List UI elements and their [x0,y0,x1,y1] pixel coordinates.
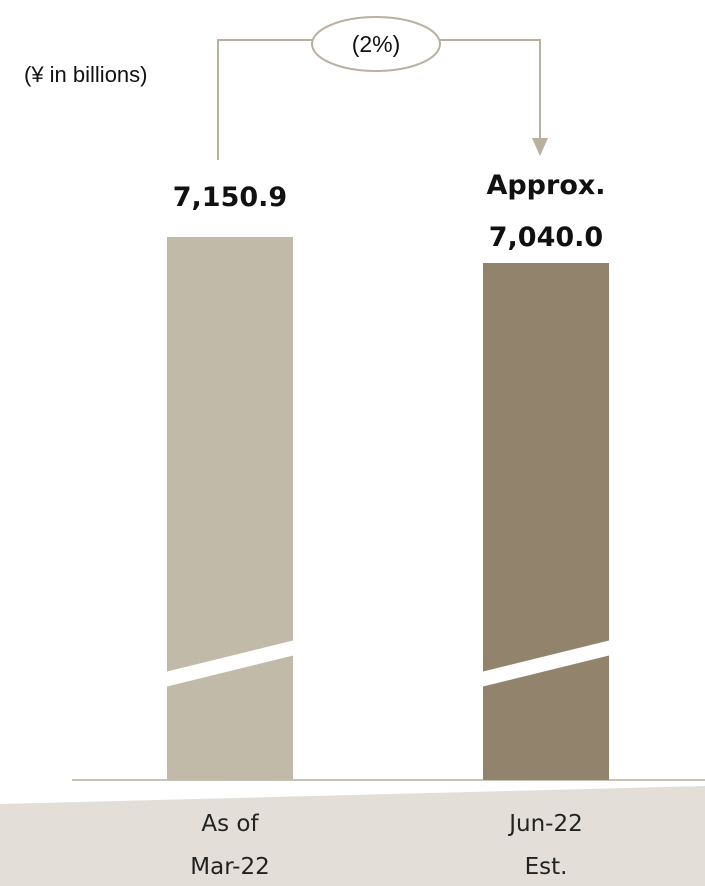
category-label-mar-22-line1: As of [201,811,259,837]
category-label-jun-22-line1: Jun-22 [507,811,583,837]
category-band [0,786,705,886]
change-badge [311,16,441,72]
change-label: (2%) [352,31,401,57]
value-label-mar-22: 7,150.9 [173,182,287,213]
axis-break-jun-22-est [481,640,611,687]
bar-jun-22-est [483,263,609,780]
unit-label: (¥ in billions) [24,62,148,87]
value-label-jun-22-prefix: Approx. [486,170,605,201]
change-arrow-icon [532,138,548,156]
value-label-jun-22: 7,040.0 [489,222,603,253]
category-label-mar-22-line2: Mar-22 [190,854,270,880]
category-label-jun-22-line2: Est. [525,854,568,880]
bar-mar-22 [167,237,293,780]
axis-break-mar-22 [165,640,295,687]
